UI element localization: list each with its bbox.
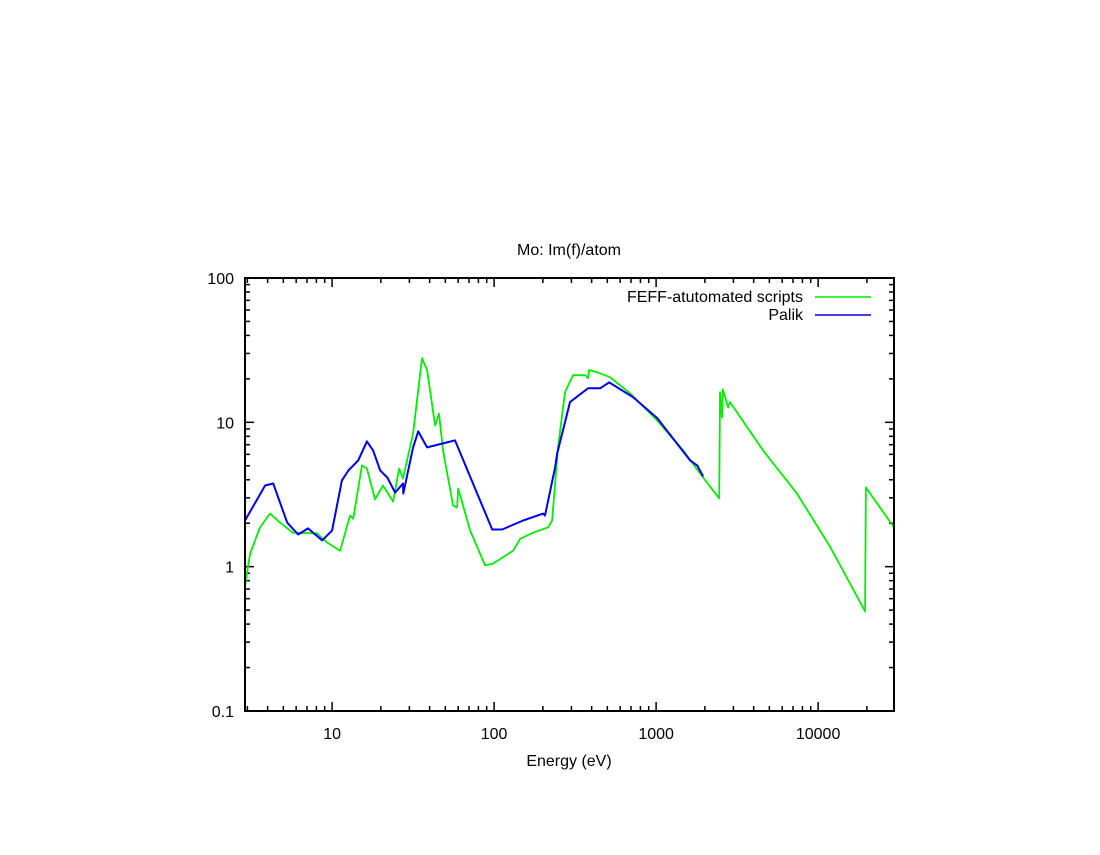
series-lines xyxy=(244,357,895,613)
series-line-palik xyxy=(244,381,704,542)
y-tick-label: 10 xyxy=(216,415,234,432)
series-line-feff xyxy=(244,357,895,613)
x-tick-label: 10000 xyxy=(796,726,841,743)
y-tick-label: 100 xyxy=(207,271,234,288)
chart-title: Mo: Im(f)/atom xyxy=(517,242,621,259)
axis-ticks: 10 100 1000 10000 0.1 1 10 100 xyxy=(207,271,894,743)
legend-label-palik: Palik xyxy=(768,307,804,324)
x-tick-label: 10 xyxy=(323,726,341,743)
legend-label-feff: FEFF-atutomated scripts xyxy=(627,289,803,306)
y-tick-label: 1 xyxy=(225,560,234,577)
plot-frame xyxy=(244,277,895,712)
x-tick-label: 1000 xyxy=(638,726,674,743)
y-tick-label: 0.1 xyxy=(212,704,234,721)
legend: FEFF-atutomated scripts Palik xyxy=(627,289,871,324)
x-axis-label: Energy (eV) xyxy=(526,753,611,770)
x-tick-label: 100 xyxy=(481,726,508,743)
